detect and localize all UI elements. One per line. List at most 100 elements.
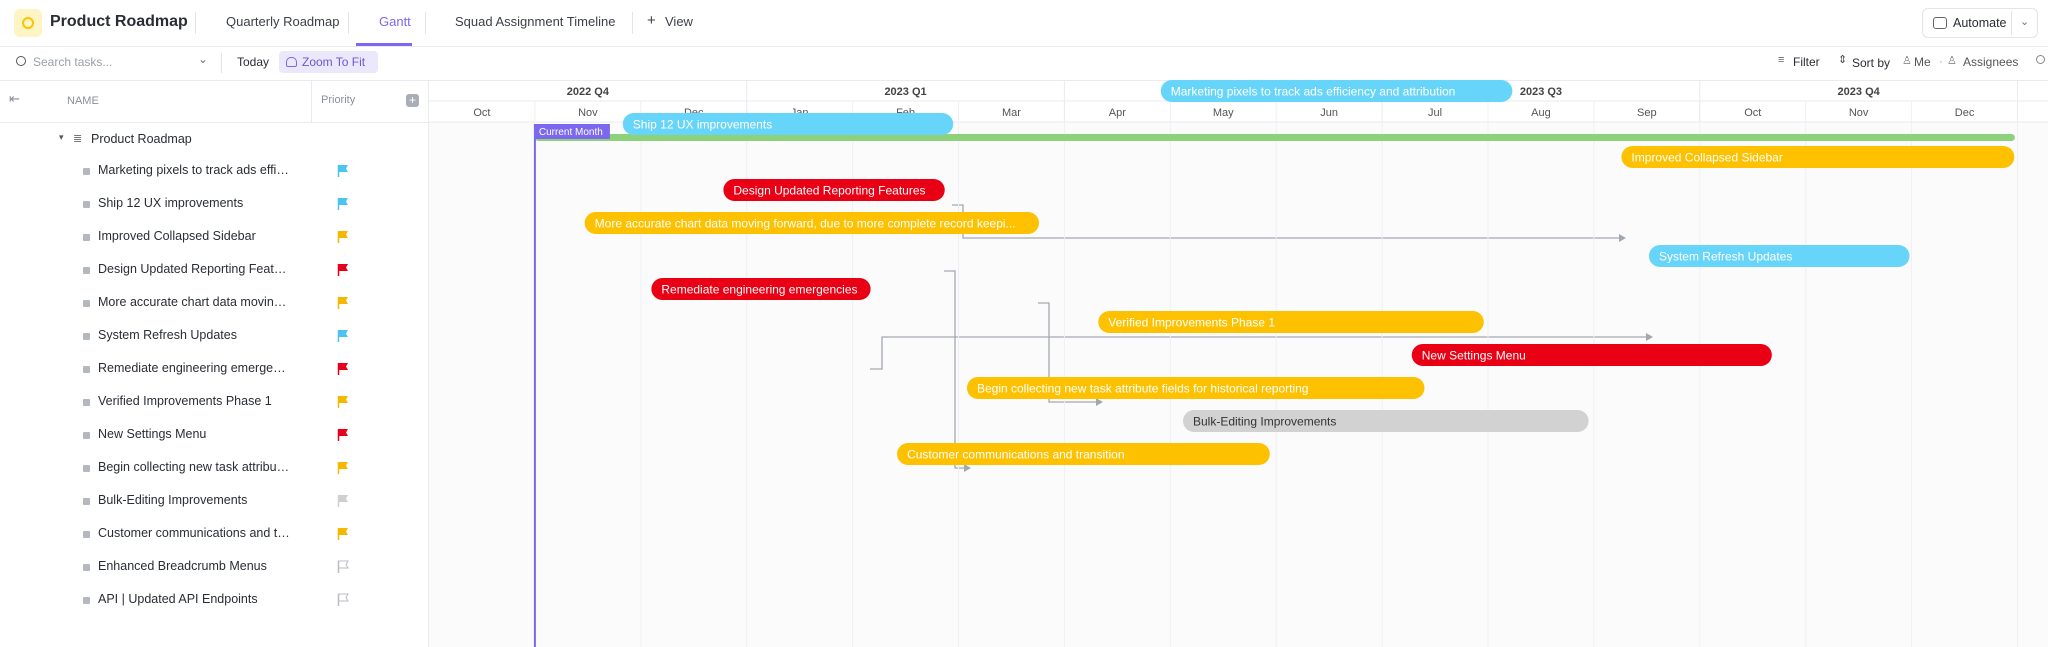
- gantt-bar[interactable]: System Refresh Updates: [1648, 245, 1910, 267]
- gantt-bar[interactable]: Begin collecting new task attribute fiel…: [966, 377, 1425, 399]
- gantt-bar[interactable]: Remediate engineering emergencies: [651, 278, 871, 300]
- flag-shape: [338, 593, 349, 602]
- tab[interactable]: Squad Assignment Timeline: [455, 14, 616, 29]
- gantt-bar[interactable]: New Settings Menu: [1411, 344, 1772, 366]
- sort-icon: ⇕: [1838, 54, 1848, 66]
- priority-flag: [337, 362, 349, 375]
- page-title: Product Roadmap: [50, 13, 188, 30]
- flag-shape: [338, 363, 348, 370]
- gantt-bar[interactable]: Bulk-Editing Improvements: [1183, 410, 1589, 432]
- eye-icon[interactable]: [2036, 55, 2045, 64]
- current-month-badge: [534, 124, 610, 139]
- divider: [311, 80, 312, 122]
- task-bullet: [83, 531, 90, 538]
- bar-shape: [651, 278, 871, 300]
- task-name[interactable]: Enhanced Breadcrumb Menus: [98, 559, 267, 573]
- flag-shape: [338, 560, 349, 569]
- task-name[interactable]: Design Updated Reporting Features: [98, 262, 292, 276]
- task-name[interactable]: Customer communications and transition: [98, 526, 292, 540]
- priority-flag: [337, 560, 349, 573]
- priority-flag: [337, 395, 349, 408]
- task-name[interactable]: Marketing pixels to track ads efficiency…: [98, 163, 292, 177]
- task-name[interactable]: Remediate engineering emergencies: [98, 361, 292, 375]
- divider: [195, 12, 196, 34]
- arrowhead: [1646, 333, 1653, 341]
- add-column[interactable]: +: [406, 94, 419, 107]
- gantt-bar[interactable]: Customer communications and transition: [897, 443, 1270, 465]
- bar-label: System Refresh Updates: [1659, 250, 1792, 264]
- flag-shape: [338, 528, 348, 535]
- task-name[interactable]: API | Updated API Endpoints: [98, 592, 258, 606]
- name-column: NAME: [67, 95, 99, 107]
- priority-flag: [337, 461, 349, 474]
- task-bullet: [83, 234, 90, 241]
- tab-active[interactable]: Gantt: [379, 14, 411, 29]
- bar-shape: [622, 113, 954, 135]
- tab[interactable]: Quarterly Roadmap: [226, 14, 340, 29]
- task-name[interactable]: Verified Improvements Phase 1: [98, 394, 272, 408]
- robot-icon: [1933, 17, 1947, 29]
- flag-icon: [337, 363, 348, 375]
- search-input[interactable]: Search tasks...: [33, 55, 113, 69]
- task-bullet: [83, 597, 90, 604]
- task-name[interactable]: System Refresh Updates: [98, 328, 237, 342]
- month-label: Nov: [1849, 107, 1869, 119]
- priority-flag: [337, 164, 349, 177]
- divider: [348, 12, 349, 34]
- chevron: ⌄: [2020, 16, 2030, 28]
- task-name[interactable]: Begin collecting new task attribute fiel…: [98, 460, 292, 474]
- task-bullet: [83, 267, 90, 274]
- task-name[interactable]: Bulk-Editing Improvements: [98, 493, 248, 507]
- quarter-label: 2023 Q4: [1838, 86, 1881, 98]
- priority-flag: [337, 230, 349, 243]
- flag-shape: [338, 429, 348, 436]
- bar-shape: [1621, 146, 2015, 168]
- assignees-filter[interactable]: Assignees: [1963, 55, 2019, 69]
- task-name[interactable]: Improved Collapsed Sidebar: [98, 229, 256, 243]
- flag-icon: [337, 495, 348, 507]
- add-view[interactable]: View: [665, 14, 693, 29]
- month-label: Mar: [1002, 107, 1021, 119]
- flag-icon: [337, 396, 348, 408]
- quarter-label: 2023 Q1: [884, 86, 926, 98]
- sort-button[interactable]: Sort by: [1852, 56, 1891, 70]
- gantt-bar[interactable]: Ship 12 UX improvements: [622, 113, 954, 135]
- search-icon: [16, 56, 26, 66]
- project-bar: [534, 134, 2015, 141]
- bar-shape: [584, 212, 1039, 234]
- bar-label: New Settings Menu: [1422, 349, 1526, 363]
- task-name[interactable]: New Settings Menu: [98, 427, 207, 441]
- divider: [425, 12, 426, 34]
- month-label: Oct: [473, 107, 490, 119]
- space-icon[interactable]: [14, 9, 42, 37]
- task-name[interactable]: More accurate chart data moving forward,…: [98, 295, 292, 309]
- automate-label: Automate: [1953, 16, 2007, 30]
- gantt-bar[interactable]: More accurate chart data moving forward,…: [584, 212, 1039, 234]
- gantt-bar[interactable]: Improved Collapsed Sidebar: [1621, 146, 2015, 168]
- list-icon: ≣: [73, 133, 83, 145]
- task-name[interactable]: Ship 12 UX improvements: [98, 196, 244, 210]
- task-bullet: [83, 333, 90, 340]
- flag-shape: [338, 297, 348, 304]
- gantt-bar[interactable]: Marketing pixels to track ads efficiency…: [1160, 80, 1513, 102]
- flag-icon: [337, 330, 348, 342]
- flag-shape: [338, 231, 348, 238]
- task-bullet: [83, 366, 90, 373]
- today-button[interactable]: Today: [237, 55, 270, 69]
- gantt-bar[interactable]: Verified Improvements Phase 1: [1098, 311, 1484, 333]
- automate-button[interactable]: Automate ⌄: [1922, 8, 2038, 38]
- filter-button[interactable]: Filter: [1793, 55, 1820, 69]
- bar-label: Remediate engineering emergencies: [661, 283, 857, 297]
- bar-shape: [1160, 80, 1513, 102]
- flag-icon: [337, 297, 348, 309]
- me-filter[interactable]: Me: [1914, 55, 1931, 69]
- priority-flag: [337, 494, 349, 507]
- collapse-icon[interactable]: ⇤: [9, 91, 20, 106]
- gantt-bar[interactable]: Design Updated Reporting Features: [723, 179, 945, 201]
- toolbar: Search tasks... ⌄ Today Zoom To Fit ≡ Fi…: [0, 46, 2048, 81]
- zoom-button[interactable]: Zoom To Fit: [279, 51, 378, 73]
- top-bar: Product Roadmap Quarterly Roadmap Gantt …: [0, 0, 2048, 47]
- caret[interactable]: ▾: [59, 132, 64, 142]
- task-bullet: [83, 201, 90, 208]
